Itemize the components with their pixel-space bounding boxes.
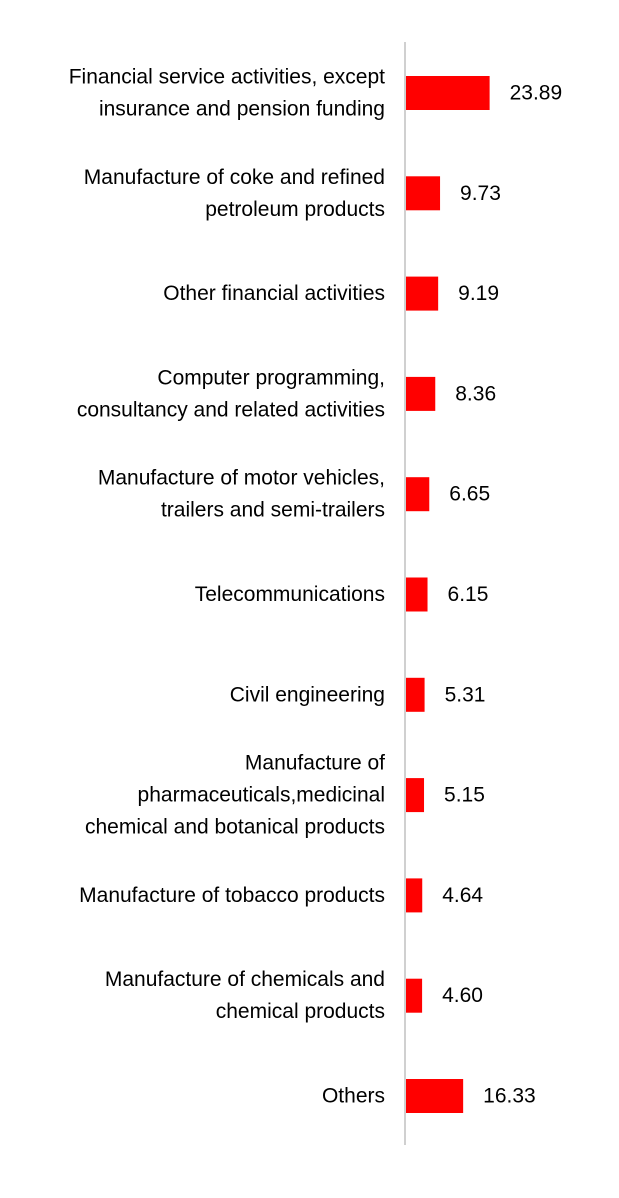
category-label-3: Computer programming, consultancy and rel…: [77, 366, 385, 421]
category-label-5-line-0: Telecommunications: [195, 583, 385, 606]
bar-7: [406, 778, 425, 813]
category-label-5: Telecommunications: [195, 583, 385, 606]
category-label-4-line-0: Manufacture of motor vehicles,: [98, 467, 385, 490]
category-label-9-line-0: Manufacture of chemicals and: [105, 968, 385, 991]
value-label-2: 9.19: [458, 282, 499, 305]
category-labels-group: Financial service activities, except insu…: [69, 66, 385, 1108]
category-label-2: Other financial activities: [163, 282, 385, 305]
bar-10: [406, 1079, 464, 1113]
bar-0: [406, 76, 490, 110]
category-label-0: Financial service activities, except insu…: [69, 66, 385, 121]
category-label-7-line-0: Manufacture of: [245, 752, 385, 775]
category-label-0-line-1: insurance and pension funding: [99, 98, 385, 121]
value-label-0: 23.89: [510, 82, 563, 105]
category-label-8-line-0: Manufacture of tobacco products: [79, 884, 385, 907]
value-label-9: 4.60: [442, 984, 483, 1007]
bar-8: [406, 878, 423, 913]
category-label-4: Manufacture of motor vehicles, trailers a…: [98, 467, 385, 522]
value-label-3: 8.36: [455, 382, 496, 405]
category-label-7: Manufacture of pharmaceuticals,medicinal c…: [85, 752, 385, 839]
bar-4: [406, 477, 430, 512]
value-label-4: 6.65: [449, 483, 490, 506]
bar-6: [406, 677, 425, 712]
category-label-1-line-1: petroleum products: [205, 198, 385, 221]
value-label-1: 9.73: [460, 182, 501, 205]
value-label-6: 5.31: [445, 683, 486, 706]
category-label-6-line-0: Civil engineering: [230, 683, 385, 706]
bar-1: [406, 176, 441, 211]
value-labels-group: 23.89 9.73 9.19 8.36 6.65 6.15 5.31 5.15 4.64 4.6…: [442, 82, 562, 1108]
category-label-2-line-0: Other financial activities: [163, 282, 385, 305]
category-label-9-line-1: chemical products: [216, 1000, 385, 1023]
bar-2: [406, 276, 439, 311]
category-label-9: Manufacture of chemicals and chemical pro…: [105, 968, 385, 1023]
category-label-0-line-0: Financial service activities, except: [69, 66, 385, 89]
category-label-1-line-0: Manufacture of coke and refined: [84, 166, 385, 189]
bars-group: [406, 76, 490, 1113]
category-label-10: Others: [322, 1085, 385, 1108]
category-label-6: Civil engineering: [230, 683, 385, 706]
category-label-10-line-0: Others: [322, 1085, 385, 1108]
category-label-4-line-1: trailers and semi-trailers: [161, 499, 385, 522]
bar-9: [406, 978, 423, 1013]
category-label-7-line-1: pharmaceuticals,medicinal: [138, 784, 385, 807]
value-label-8: 4.64: [442, 884, 483, 907]
category-label-3-line-1: consultancy and related activities: [77, 398, 385, 421]
category-label-3-line-0: Computer programming,: [157, 366, 385, 389]
value-label-5: 6.15: [448, 583, 489, 606]
category-label-7-line-2: chemical and botanical products: [85, 816, 385, 839]
value-label-10: 16.33: [483, 1085, 536, 1108]
category-label-8: Manufacture of tobacco products: [79, 884, 385, 907]
category-label-1: Manufacture of coke and refined petroleum…: [84, 166, 385, 221]
bar-5: [406, 577, 428, 612]
bar-3: [406, 376, 436, 411]
value-label-7: 5.15: [444, 784, 485, 807]
